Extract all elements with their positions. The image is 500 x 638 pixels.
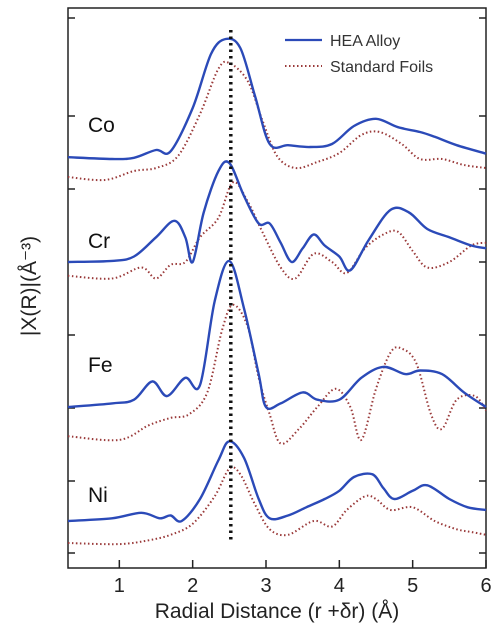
x-tick-label: 1	[114, 575, 125, 597]
panel-label-ni: Ni	[88, 484, 108, 507]
cr-hea-alloy-line	[67, 160, 487, 272]
ni-hea-alloy-line	[67, 440, 487, 523]
co-hea-alloy-line	[67, 37, 487, 161]
panel-labels: Co Cr Fe Ni	[88, 114, 115, 507]
fe-standard-foils-line	[67, 303, 487, 445]
plot-frame	[67, 7, 487, 569]
panel-label-fe: Fe	[88, 354, 113, 377]
ni-standard-foils-line	[67, 466, 487, 546]
cr-standard-foils-line	[67, 180, 487, 281]
right-axis-ticks	[479, 17, 486, 554]
fe-hea-alloy-line	[67, 259, 487, 411]
x-axis-ticks: 1 2 3 4 5 6	[114, 560, 492, 597]
co-standard-foils-line	[67, 60, 487, 182]
x-tick-label: 5	[407, 575, 418, 597]
series-layer	[67, 37, 487, 546]
legend-label-standard-foils: Standard Foils	[330, 59, 433, 76]
x-tick-label: 3	[260, 575, 271, 597]
legend-label-hea-alloy: HEA Alloy	[330, 33, 400, 50]
x-axis-title: Radial Distance (r +δr) (Å)	[155, 600, 400, 623]
x-tick-label: 2	[187, 575, 198, 597]
x-tick-label: 4	[334, 575, 345, 597]
panel-label-cr: Cr	[88, 230, 110, 253]
x-tick-label: 6	[480, 575, 491, 597]
legend: HEA Alloy Standard Foils	[285, 33, 433, 76]
y-axis-ticks	[68, 17, 75, 554]
y-axis-title: |X(R)|(Å⁻³)	[18, 236, 41, 336]
panel-label-co: Co	[88, 114, 115, 137]
